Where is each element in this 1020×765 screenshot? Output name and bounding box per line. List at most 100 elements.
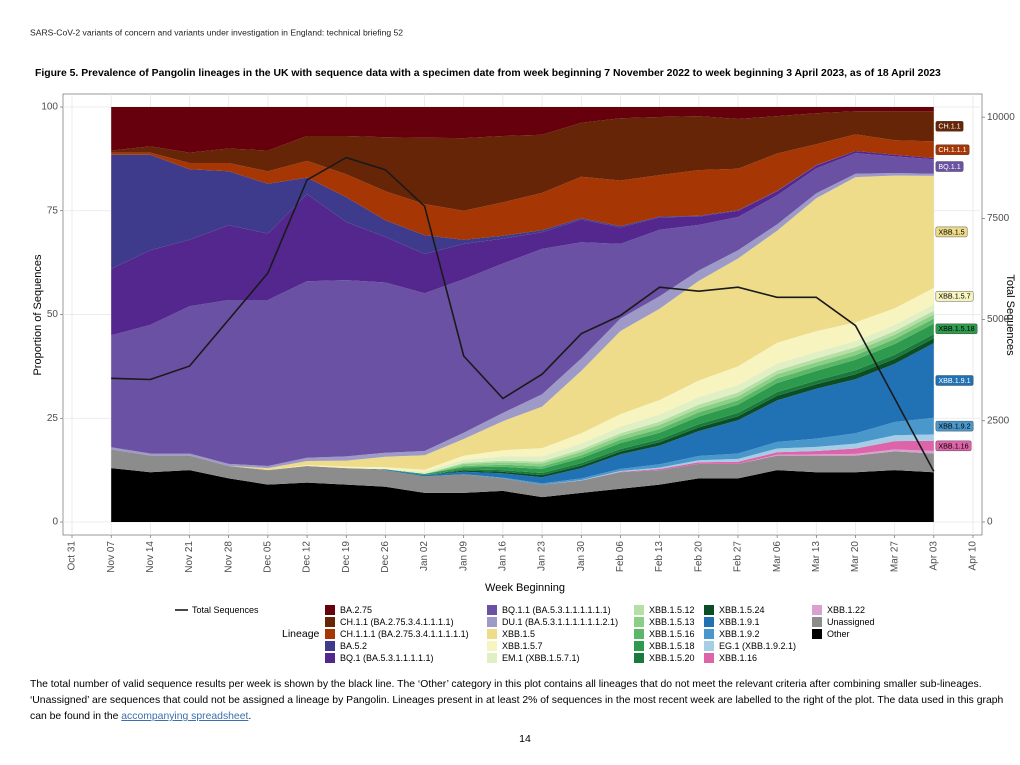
legend-swatch (325, 617, 335, 627)
legend-label: Total Sequences (192, 605, 259, 615)
x-tick-label: Feb 13 (654, 541, 665, 573)
x-tick-label: Dec 19 (341, 541, 352, 573)
x-tick-label: Jan 16 (498, 541, 509, 571)
legend-swatch (812, 617, 822, 627)
lineage-area (111, 153, 934, 466)
x-tick-label: Mar 06 (772, 541, 783, 573)
end-label: XBB.1.5.7 (938, 292, 970, 301)
y-tick-label: 0 (52, 517, 58, 528)
lineage-area (111, 468, 934, 522)
y2-axis-title: Total Sequences (1004, 274, 1016, 356)
lineage-area (111, 111, 934, 211)
x-tick-label: Feb 06 (615, 541, 626, 573)
x-tick-label: Apr 03 (928, 541, 939, 571)
end-label: XBB.1.9.2 (938, 422, 970, 431)
x-tick-label: Dec 12 (302, 541, 313, 573)
legend-swatch (704, 629, 714, 639)
y2-tick-label: 2500 (987, 415, 1010, 426)
x-tick-label: Mar 27 (889, 541, 900, 573)
x-tick-label: Mar 13 (811, 541, 822, 573)
x-tick-label: Dec 26 (380, 541, 391, 573)
end-label-box (935, 121, 964, 132)
legend-swatch (325, 653, 335, 663)
x-tick-label: Feb 20 (693, 541, 704, 573)
caption-text: The total number of valid sequence resul… (30, 679, 1004, 722)
y-tick-label: 50 (47, 309, 59, 320)
legend-swatch (704, 653, 714, 663)
legend-swatch (634, 617, 644, 627)
lineage-area (111, 151, 934, 269)
legend-swatch (704, 617, 714, 627)
legend-label: XBB.1.9.1 (719, 617, 760, 627)
end-label-box (935, 375, 974, 386)
end-label: CH.1.1 (938, 122, 960, 131)
x-tick-label: Nov 07 (106, 541, 117, 573)
legend-swatch (704, 605, 714, 615)
y-tick-label: 75 (47, 205, 59, 216)
legend-swatch (487, 629, 497, 639)
legend-label: XBB.1.5 (502, 629, 535, 639)
chart-title: Figure 5. Prevalence of Pangolin lineage… (35, 68, 941, 79)
end-label: XBB.1.9.1 (938, 376, 970, 385)
legend-label: XBB.1.22 (827, 605, 865, 615)
legend-label: EM.1 (XBB.1.5.7.1) (502, 653, 580, 663)
legend-label: CH.1.1 (BA.2.75.3.4.1.1.1.1) (340, 617, 454, 627)
legend-label: EG.1 (XBB.1.9.2.1) (719, 641, 796, 651)
y2-tick-label: 10000 (987, 112, 1015, 123)
x-tick-label: Mar 20 (850, 541, 861, 573)
end-label: XBB.1.5 (938, 227, 964, 236)
legend-swatch (812, 605, 822, 615)
end-label: CH.1.1.1 (938, 145, 966, 154)
page-header: SARS-CoV-2 variants of concern and varia… (30, 27, 403, 37)
x-tick-label: Apr 10 (968, 541, 979, 571)
y-axis-title: Proportion of Sequences (32, 254, 44, 376)
legend-swatch (325, 629, 335, 639)
lineage-area (111, 449, 934, 498)
legend-label: XBB.1.16 (719, 653, 757, 663)
legend-label: Other (827, 629, 850, 639)
end-label-box (935, 323, 978, 335)
x-tick-label: Nov 14 (145, 541, 156, 573)
legend-swatch (812, 629, 822, 639)
lineage-area (111, 175, 934, 471)
caption: The total number of valid sequence resul… (30, 677, 1005, 725)
legend-swatch (487, 641, 497, 651)
x-tick-label: Feb 27 (733, 541, 744, 573)
y-tick-label: 25 (47, 413, 59, 424)
y-tick-label: 100 (41, 102, 58, 113)
x-tick-label: Jan 09 (458, 541, 469, 571)
x-axis-title: Week Beginning (485, 582, 565, 594)
end-label: BQ.1.1 (938, 162, 960, 171)
legend-swatch (634, 605, 644, 615)
y2-tick-label: 0 (987, 517, 993, 528)
x-tick-label: Dec 05 (263, 541, 274, 573)
legend-label: XBB.1.5.16 (649, 629, 695, 639)
x-tick-label: Jan 23 (537, 541, 548, 571)
lineage-area (111, 343, 934, 484)
legend-swatch (704, 641, 714, 651)
lineage-area (111, 107, 934, 153)
legend-label: XBB.1.5.18 (649, 641, 695, 651)
legend-swatch (487, 617, 497, 627)
end-label-box (935, 226, 968, 238)
legend-label: BQ.1 (BA.5.3.1.1.1.1.1) (340, 653, 434, 663)
y2-tick-label: 7500 (987, 213, 1010, 224)
legend-label: Unassigned (827, 617, 875, 627)
end-label: XBB.1.16 (938, 441, 968, 450)
legend-label: BQ.1.1 (BA.5.3.1.1.1.1.1.1) (502, 605, 611, 615)
x-tick-label: Jan 30 (576, 541, 587, 571)
lineage-area (111, 173, 934, 469)
spreadsheet-link[interactable]: accompanying spreadsheet (121, 711, 249, 722)
legend-label: DU.1 (BA.5.3.1.1.1.1.1.1.2.1) (502, 617, 618, 627)
end-label-box (935, 420, 974, 432)
y2-tick-label: 5000 (987, 314, 1010, 325)
caption-end: . (248, 711, 252, 722)
x-tick-label: Nov 28 (223, 541, 234, 573)
lineage-area (111, 151, 934, 336)
legend-swatch (325, 605, 335, 615)
legend-label: XBB.1.9.2 (719, 629, 760, 639)
legend-title: Lineage (282, 628, 320, 640)
legend-label: BA.2.75 (340, 605, 372, 615)
